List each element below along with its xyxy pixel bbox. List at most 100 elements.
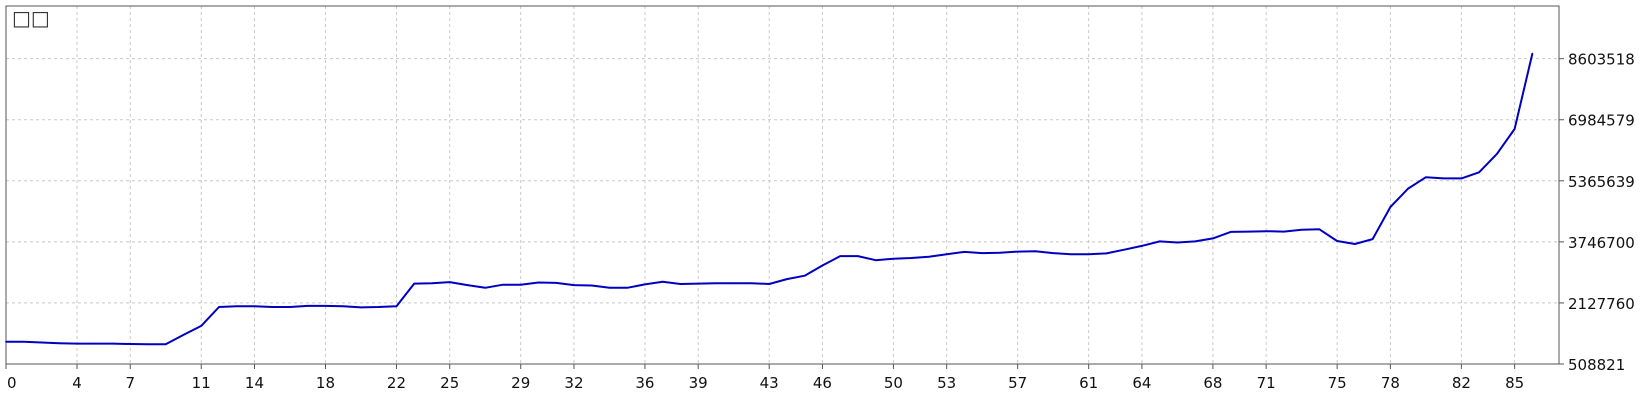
data-point — [306, 305, 309, 307]
data-point — [1496, 153, 1498, 155]
grid-layer — [6, 6, 1559, 364]
data-point — [1442, 177, 1445, 180]
data-point — [502, 283, 504, 286]
x-tick-label: 11 — [192, 374, 211, 392]
y-tick-label: 3746700 — [1568, 234, 1635, 252]
data-point — [626, 286, 628, 289]
data-point — [5, 340, 7, 343]
data-point — [519, 283, 522, 286]
data-point — [555, 282, 558, 284]
data-point — [235, 305, 238, 308]
x-tick-label: 75 — [1328, 374, 1347, 392]
data-point — [271, 306, 274, 308]
y-tick-label: 508821 — [1568, 356, 1625, 374]
y-tick-label: 2127760 — [1568, 295, 1635, 313]
series-layer — [5, 52, 1534, 346]
data-point — [573, 284, 575, 286]
data-point — [484, 286, 487, 289]
data-point — [413, 282, 416, 285]
plot-frame — [5, 5, 1560, 365]
data-point — [1283, 230, 1285, 233]
x-tick-label: 46 — [813, 374, 832, 392]
data-point — [1425, 176, 1427, 179]
x-tick-label: 14 — [245, 374, 264, 392]
data-point — [218, 306, 220, 308]
data-point — [1247, 230, 1250, 233]
data-point — [1070, 253, 1072, 255]
data-point — [1016, 250, 1019, 253]
data-point — [1194, 240, 1196, 243]
data-point — [1531, 52, 1534, 55]
data-point — [928, 256, 930, 258]
data-point — [200, 325, 203, 327]
data-point — [768, 283, 770, 285]
data-point — [431, 282, 433, 285]
data-point — [981, 252, 983, 254]
data-point — [1318, 228, 1321, 231]
data-point — [289, 306, 291, 308]
x-tick-label: 50 — [884, 374, 903, 392]
data-point — [910, 257, 912, 259]
y-tick-label: 5365639 — [1568, 173, 1635, 191]
data-point — [58, 342, 61, 345]
data-point — [1478, 171, 1480, 174]
chart-title: □□ — [12, 6, 50, 30]
x-tick-label: 18 — [316, 374, 335, 392]
data-point — [697, 282, 699, 285]
data-point — [360, 306, 362, 309]
data-point — [1460, 177, 1463, 180]
data-point — [253, 305, 256, 308]
x-tick-label: 25 — [440, 374, 459, 392]
x-tick-label: 39 — [689, 374, 708, 392]
data-point — [1354, 243, 1356, 245]
x-tick-label: 36 — [635, 374, 654, 392]
x-axis: 0 4 7 11 14 18 22 25 29 32 36 39 43 46 50 53 57 61 64 68 71 7… — [5, 364, 1524, 392]
y-tick-label: 8603518 — [1568, 51, 1635, 69]
x-tick-label: 82 — [1452, 374, 1471, 392]
data-point — [324, 305, 327, 307]
data-point — [608, 286, 611, 289]
data-point — [342, 305, 345, 308]
data-point — [1123, 248, 1125, 251]
data-point — [129, 343, 132, 345]
data-point — [750, 282, 753, 285]
data-point — [715, 282, 717, 285]
data-point — [874, 259, 877, 262]
data-point — [76, 342, 78, 345]
x-tick-label: 71 — [1257, 374, 1276, 392]
data-point — [1141, 245, 1143, 247]
data-point — [448, 281, 451, 283]
data-point — [732, 282, 735, 285]
x-tick-label: 68 — [1203, 374, 1222, 392]
x-tick-label: 4 — [72, 374, 82, 392]
data-point — [537, 281, 540, 284]
data-point — [679, 283, 682, 285]
x-tick-label: 53 — [937, 374, 956, 392]
data-point — [963, 251, 966, 253]
data-point — [1265, 230, 1267, 232]
data-point — [111, 342, 114, 345]
data-point — [93, 342, 96, 345]
data-point — [1212, 237, 1214, 240]
x-tick-label: 78 — [1381, 374, 1400, 392]
data-point — [644, 283, 646, 286]
data-point — [857, 255, 859, 257]
y-tick-label: 6984579 — [1568, 112, 1635, 130]
data-point — [1229, 231, 1232, 233]
data-point — [40, 341, 43, 344]
data-point — [839, 255, 841, 257]
data-point — [1407, 187, 1409, 190]
x-tick-label: 64 — [1132, 374, 1151, 392]
data-point — [661, 280, 664, 283]
data-point — [377, 306, 380, 308]
data-point — [945, 253, 948, 255]
data-point — [1300, 228, 1303, 231]
data-point — [1371, 238, 1374, 240]
data-point — [1087, 253, 1090, 255]
data-point — [999, 251, 1001, 254]
y-axis: 508821 2127760 3746700 5365639 6984579 860351… — [1559, 51, 1635, 374]
x-tick-label: 29 — [511, 374, 530, 392]
data-point — [1052, 252, 1054, 254]
